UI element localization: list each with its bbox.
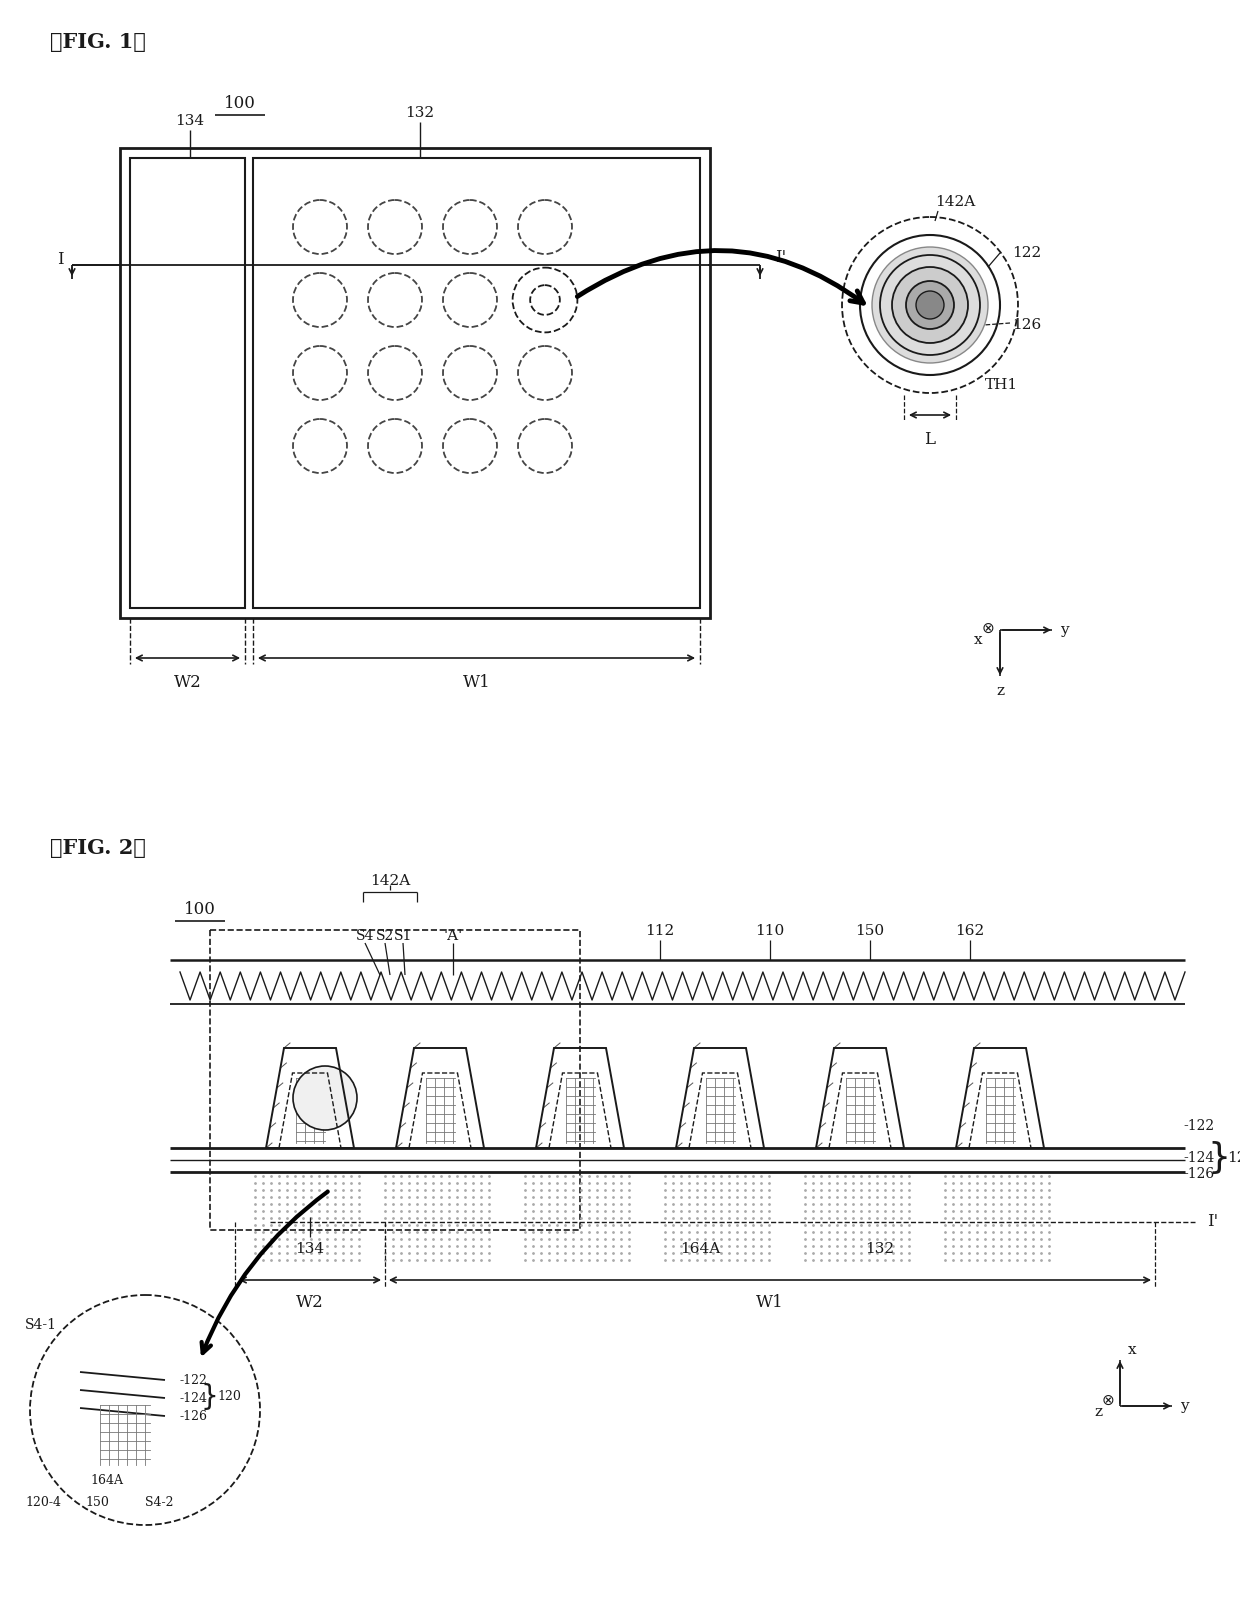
Text: 164A: 164A: [680, 1241, 720, 1256]
Text: }: }: [1207, 1141, 1230, 1175]
Bar: [130, 158, 246, 608]
Text: I': I': [1207, 1214, 1218, 1230]
Text: -124: -124: [1183, 1151, 1214, 1165]
Text: S4-2: S4-2: [145, 1496, 174, 1509]
Text: 112: 112: [645, 924, 675, 938]
Text: 142A: 142A: [935, 195, 975, 210]
Text: 150: 150: [86, 1496, 109, 1509]
Text: 'A': 'A': [444, 929, 463, 943]
Text: S1: S1: [394, 929, 412, 943]
Text: 【FIG. 2】: 【FIG. 2】: [50, 838, 146, 858]
Text: I: I: [57, 251, 63, 269]
Text: S2: S2: [376, 929, 394, 943]
Circle shape: [872, 247, 988, 363]
Text: y: y: [1060, 622, 1069, 637]
Text: y: y: [1179, 1399, 1188, 1414]
Text: x: x: [973, 634, 982, 646]
Text: 120-4: 120-4: [25, 1496, 61, 1509]
Text: W2: W2: [296, 1294, 324, 1311]
Text: -122: -122: [1183, 1119, 1214, 1133]
Text: 162: 162: [955, 924, 985, 938]
Text: I': I': [775, 250, 786, 266]
Text: 122: 122: [1012, 247, 1042, 260]
Circle shape: [916, 292, 944, 319]
Bar: [210, 930, 580, 1230]
Text: S4: S4: [356, 929, 374, 943]
Text: -126: -126: [1183, 1167, 1214, 1182]
Bar: [120, 148, 711, 617]
Text: W1: W1: [756, 1294, 784, 1311]
Text: z: z: [1094, 1406, 1102, 1419]
Bar: [253, 158, 701, 608]
Text: 120: 120: [217, 1391, 241, 1404]
Text: 134: 134: [175, 114, 205, 127]
Text: 164A: 164A: [91, 1473, 123, 1486]
Text: ⊗: ⊗: [982, 621, 994, 635]
Text: -122: -122: [180, 1373, 208, 1386]
Text: ⊗: ⊗: [1101, 1393, 1115, 1407]
Text: S4-1: S4-1: [25, 1319, 57, 1332]
Circle shape: [293, 1066, 357, 1130]
Text: W2: W2: [174, 674, 201, 692]
Text: 100: 100: [224, 95, 255, 111]
Text: x: x: [1127, 1343, 1136, 1357]
Circle shape: [892, 268, 968, 343]
Text: z: z: [996, 683, 1004, 698]
Text: 142A: 142A: [370, 874, 410, 888]
Text: 132: 132: [405, 106, 434, 119]
Text: 120: 120: [1228, 1151, 1240, 1165]
Text: 150: 150: [856, 924, 884, 938]
Text: 134: 134: [295, 1241, 325, 1256]
Text: }: }: [200, 1383, 218, 1410]
Circle shape: [906, 280, 954, 329]
Text: 【FIG. 1】: 【FIG. 1】: [50, 32, 146, 52]
Text: 100: 100: [184, 901, 216, 917]
Text: TH1: TH1: [985, 377, 1018, 392]
Text: -126: -126: [180, 1409, 208, 1422]
Text: 110: 110: [755, 924, 785, 938]
Text: 126: 126: [1012, 318, 1042, 332]
Text: L: L: [925, 430, 935, 448]
Text: -124: -124: [180, 1391, 208, 1404]
Text: 132: 132: [866, 1241, 894, 1256]
Text: W1: W1: [463, 674, 490, 692]
